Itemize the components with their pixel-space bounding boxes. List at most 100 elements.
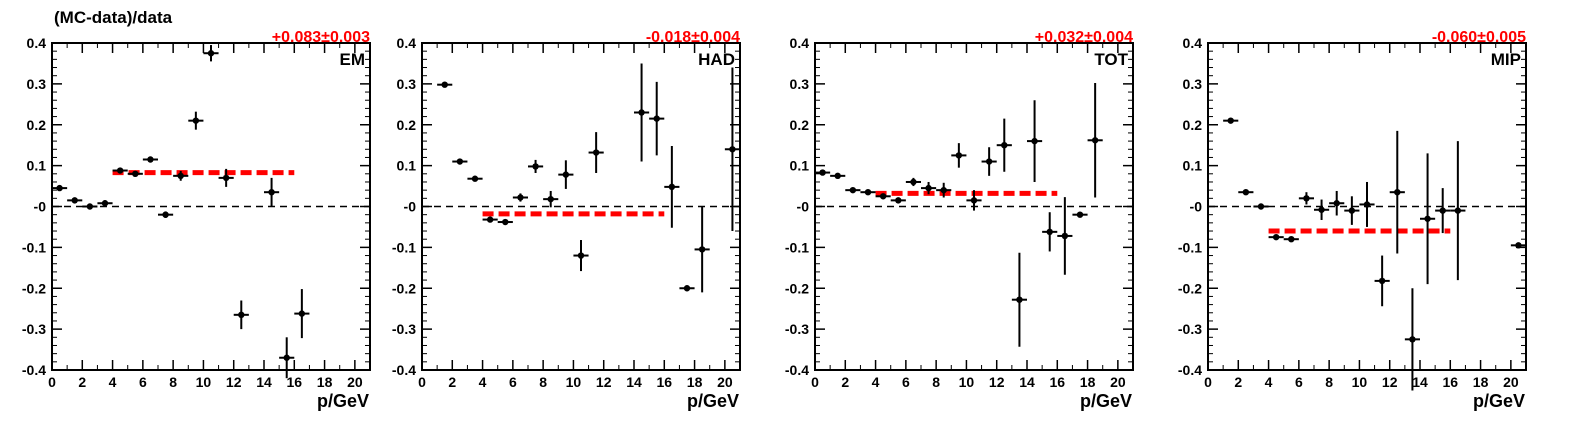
- data-point: [1359, 181, 1375, 227]
- x-tick-label: 4: [1265, 374, 1273, 390]
- data-point: [279, 337, 295, 379]
- data-marker: [653, 115, 660, 122]
- data-point: [890, 197, 906, 204]
- data-marker: [698, 246, 706, 253]
- chart-panel-tot: -0.4 -0.3 -0.2 -0.1 -0 0.1 0.2 0.3 0.4 0 2 4 6 8 10 12 1…: [785, 29, 1134, 411]
- data-point: [815, 169, 831, 176]
- y-tick-label: -0.3: [785, 321, 809, 337]
- data-marker: [177, 172, 184, 180]
- data-marker: [1046, 228, 1053, 236]
- y-tick-label: 0.4: [790, 35, 810, 51]
- data-point: [588, 132, 604, 173]
- y-tick-label: -0.2: [392, 280, 416, 296]
- x-tick-label: 8: [932, 374, 940, 390]
- data-marker: [955, 152, 963, 159]
- data-marker: [517, 194, 524, 201]
- data-marker: [1409, 336, 1416, 343]
- data-point: [127, 170, 143, 177]
- x-tick-label: 2: [448, 374, 456, 390]
- data-point: [1298, 192, 1314, 205]
- data-marker: [849, 186, 857, 194]
- y-tick-label: 0.2: [790, 117, 810, 133]
- data-marker: [729, 146, 736, 153]
- fit-value: -0.018±0.004: [646, 29, 740, 46]
- x-tick-label: 6: [509, 374, 517, 390]
- data-marker: [1061, 232, 1069, 240]
- data-marker: [298, 310, 306, 317]
- data-point: [1435, 188, 1451, 234]
- data-point: [724, 67, 740, 232]
- data-point: [142, 156, 158, 163]
- y-tick-label: -0.4: [22, 362, 46, 378]
- x-tick-label: 14: [1019, 374, 1035, 390]
- y-tick-label: -0.2: [22, 280, 46, 296]
- data-point: [1238, 188, 1254, 196]
- y-ticks: -0.4 -0.3 -0.2 -0.1 -0 0.1 0.2 0.3 0.4: [22, 35, 370, 378]
- y-tick-label: 0.4: [27, 35, 47, 51]
- data-point: [951, 143, 967, 168]
- data-marker: [1227, 117, 1234, 124]
- chart-panel-em: -0.4 -0.3 -0.2 -0.1 -0 0.1 0.2 0.3 0.4 0 2 4 6 8 10 12 1…: [22, 29, 371, 411]
- data-point: [1027, 100, 1043, 182]
- data-point: [1329, 190, 1345, 216]
- data-marker: [577, 252, 585, 259]
- data-marker: [132, 170, 139, 177]
- data-marker: [283, 354, 290, 361]
- x-tick-label: 10: [566, 374, 582, 390]
- data-point: [558, 160, 574, 189]
- data-marker: [268, 188, 275, 196]
- data-point: [1283, 236, 1299, 243]
- y-tick-label: -0.1: [785, 239, 809, 255]
- data-marker: [879, 193, 887, 200]
- data-marker: [456, 158, 464, 165]
- x-tick-label: 0: [48, 374, 56, 390]
- x-tick-label: 4: [872, 374, 880, 390]
- x-tick-label: 18: [687, 374, 703, 390]
- data-point: [860, 188, 876, 196]
- data-marker: [1454, 207, 1462, 214]
- y-tick-label: 0.1: [1183, 158, 1203, 174]
- y-tick-label: 0.3: [790, 76, 810, 92]
- x-tick-label: 12: [1382, 374, 1398, 390]
- data-marker: [147, 156, 154, 163]
- data-marker: [592, 149, 600, 156]
- y-tick-label: -0.2: [785, 280, 809, 296]
- data-marker: [819, 169, 826, 176]
- x-tick-label: 0: [811, 374, 819, 390]
- data-marker: [71, 197, 78, 204]
- y-tick-label: -0: [404, 199, 417, 215]
- data-marker: [1318, 206, 1325, 213]
- x-tick-label: 4: [109, 374, 117, 390]
- y-tick-label: -0.4: [392, 362, 416, 378]
- y-tick-label: -0.2: [1178, 280, 1202, 296]
- x-tick-label: 12: [596, 374, 612, 390]
- y-tick-label: 0.2: [27, 117, 47, 133]
- data-marker: [1272, 233, 1280, 241]
- data-marker: [238, 311, 245, 319]
- data-point: [203, 45, 219, 62]
- x-ticks: 0 2 4 6 8 10 12 14 16 18 20: [48, 43, 371, 390]
- data-marker: [471, 175, 479, 182]
- data-point: [264, 177, 280, 207]
- data-point: [437, 81, 453, 88]
- data-point: [1253, 203, 1269, 210]
- data-marker: [1303, 195, 1310, 202]
- data-marker: [1016, 296, 1023, 303]
- x-axis-title: p/GeV: [1473, 391, 1525, 411]
- data-marker: [56, 184, 63, 192]
- data-point: [188, 111, 204, 130]
- data-marker: [162, 211, 169, 218]
- x-tick-label: 20: [1503, 374, 1519, 390]
- fit-value: -0.060±0.005: [1432, 29, 1526, 46]
- data-marker: [486, 216, 494, 223]
- data-marker: [668, 183, 676, 191]
- data-marker: [1439, 207, 1446, 214]
- x-tick-label: 18: [1473, 374, 1489, 390]
- data-point: [1344, 196, 1360, 225]
- x-tick-label: 16: [286, 374, 302, 390]
- data-marker: [1333, 200, 1340, 207]
- data-point: [1450, 141, 1466, 281]
- data-point: [1374, 255, 1390, 307]
- data-point: [482, 216, 498, 223]
- x-tick-label: 8: [1325, 374, 1333, 390]
